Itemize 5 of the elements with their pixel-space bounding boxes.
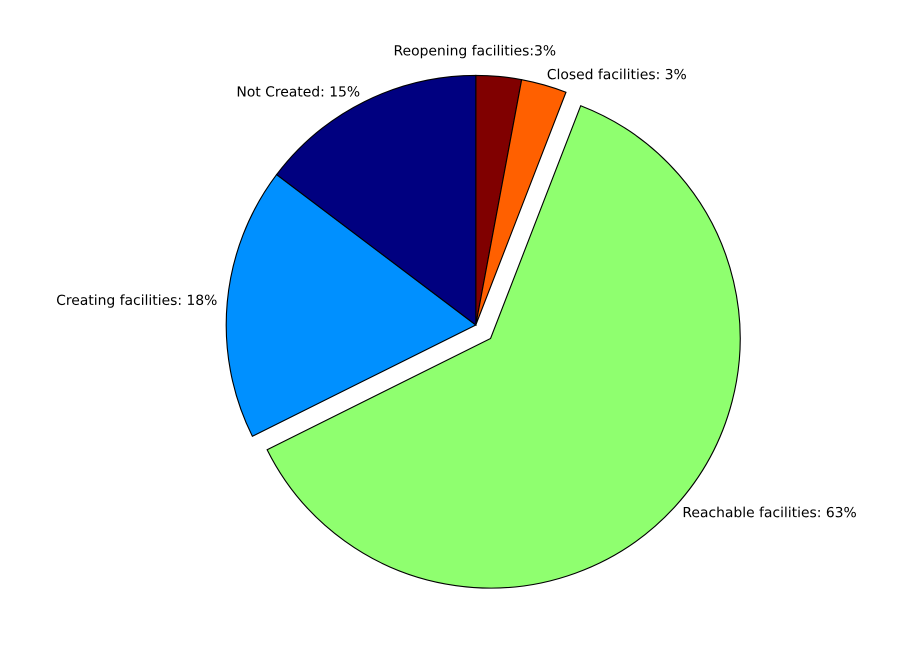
slice-label: Not Created: 15% (238, 86, 360, 97)
slice-label: Creating facilities: 18% (56, 294, 217, 308)
slice-label: Closed facilities: 3% (548, 68, 686, 80)
slice-label: Reopening facilities:3% (394, 44, 556, 58)
slice-label: Reachable facilities: 63% (684, 506, 856, 518)
